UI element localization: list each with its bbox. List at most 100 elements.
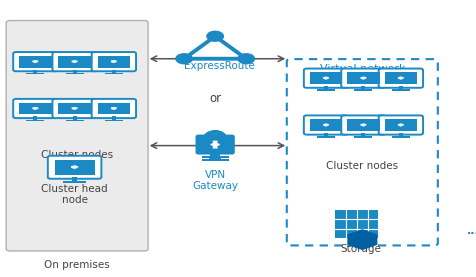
Text: Cluster head
node: Cluster head node — [41, 184, 108, 205]
FancyBboxPatch shape — [52, 99, 97, 118]
FancyBboxPatch shape — [91, 52, 136, 71]
Bar — [201, 156, 228, 158]
Bar — [33, 70, 37, 73]
Polygon shape — [400, 124, 403, 126]
Polygon shape — [114, 61, 116, 63]
Text: On premises: On premises — [44, 260, 110, 270]
Polygon shape — [32, 60, 38, 62]
Polygon shape — [74, 166, 78, 169]
Bar — [384, 119, 416, 131]
Polygon shape — [35, 108, 38, 110]
Text: VPN
Gateway: VPN Gateway — [192, 170, 238, 191]
Bar — [347, 72, 379, 84]
Polygon shape — [111, 60, 116, 62]
Bar — [72, 177, 77, 181]
Polygon shape — [72, 61, 74, 63]
Polygon shape — [397, 78, 400, 79]
Polygon shape — [323, 78, 326, 79]
Polygon shape — [72, 108, 74, 110]
Polygon shape — [74, 108, 77, 110]
FancyBboxPatch shape — [195, 135, 234, 155]
Text: Cluster nodes: Cluster nodes — [41, 150, 113, 160]
Polygon shape — [111, 107, 116, 109]
Bar — [391, 136, 409, 138]
Polygon shape — [363, 78, 366, 79]
FancyBboxPatch shape — [91, 99, 136, 118]
FancyBboxPatch shape — [52, 52, 97, 71]
Polygon shape — [326, 124, 328, 126]
Polygon shape — [111, 61, 114, 63]
Bar — [105, 73, 123, 75]
Bar — [98, 102, 130, 114]
FancyBboxPatch shape — [13, 52, 58, 71]
Polygon shape — [360, 77, 366, 79]
Text: or: or — [208, 92, 221, 105]
Bar — [63, 181, 86, 183]
Polygon shape — [360, 78, 363, 79]
Text: ···: ··· — [466, 229, 476, 238]
Circle shape — [207, 31, 223, 41]
Bar — [65, 73, 83, 75]
Bar — [323, 133, 327, 136]
FancyBboxPatch shape — [457, 226, 476, 241]
Bar — [58, 102, 90, 114]
Polygon shape — [323, 77, 328, 79]
Bar — [309, 119, 341, 131]
Polygon shape — [397, 124, 403, 125]
Polygon shape — [326, 78, 328, 79]
FancyBboxPatch shape — [6, 20, 148, 251]
Bar — [72, 70, 77, 73]
FancyBboxPatch shape — [13, 99, 58, 118]
FancyBboxPatch shape — [303, 69, 347, 88]
Bar — [209, 158, 220, 159]
Polygon shape — [363, 124, 366, 126]
Polygon shape — [323, 124, 328, 125]
Polygon shape — [114, 108, 116, 110]
Bar — [398, 86, 402, 89]
Text: Virtual network: Virtual network — [319, 64, 404, 74]
Bar — [33, 116, 37, 120]
Polygon shape — [397, 124, 400, 126]
Bar — [354, 89, 372, 91]
Polygon shape — [71, 166, 78, 168]
Circle shape — [176, 54, 192, 64]
Polygon shape — [323, 124, 326, 126]
Bar — [309, 72, 341, 84]
Bar — [105, 120, 123, 121]
Polygon shape — [71, 166, 74, 169]
Bar — [58, 56, 90, 68]
Bar — [334, 210, 377, 238]
Bar — [54, 160, 94, 175]
Text: Storage: Storage — [340, 244, 381, 254]
Bar — [391, 89, 409, 91]
Polygon shape — [32, 107, 38, 109]
Polygon shape — [397, 77, 403, 79]
Polygon shape — [347, 229, 377, 250]
FancyBboxPatch shape — [303, 116, 347, 135]
Bar — [209, 153, 220, 156]
Polygon shape — [360, 124, 363, 126]
Bar — [323, 86, 327, 89]
FancyBboxPatch shape — [340, 69, 385, 88]
Polygon shape — [400, 78, 403, 79]
FancyBboxPatch shape — [48, 156, 101, 179]
Bar — [361, 86, 365, 89]
FancyBboxPatch shape — [378, 69, 422, 88]
Bar — [317, 136, 334, 138]
Polygon shape — [74, 61, 77, 63]
Circle shape — [238, 54, 254, 64]
Polygon shape — [32, 108, 35, 110]
Polygon shape — [111, 108, 114, 110]
Bar — [361, 133, 365, 136]
Bar — [98, 56, 130, 68]
Bar — [72, 116, 77, 120]
Bar — [398, 133, 402, 136]
Bar — [201, 159, 228, 161]
Polygon shape — [72, 60, 77, 62]
Bar — [19, 102, 51, 114]
Polygon shape — [35, 61, 38, 63]
Bar — [65, 120, 83, 121]
Bar — [26, 73, 44, 75]
Text: Cluster nodes: Cluster nodes — [326, 161, 397, 171]
Bar — [317, 89, 334, 91]
